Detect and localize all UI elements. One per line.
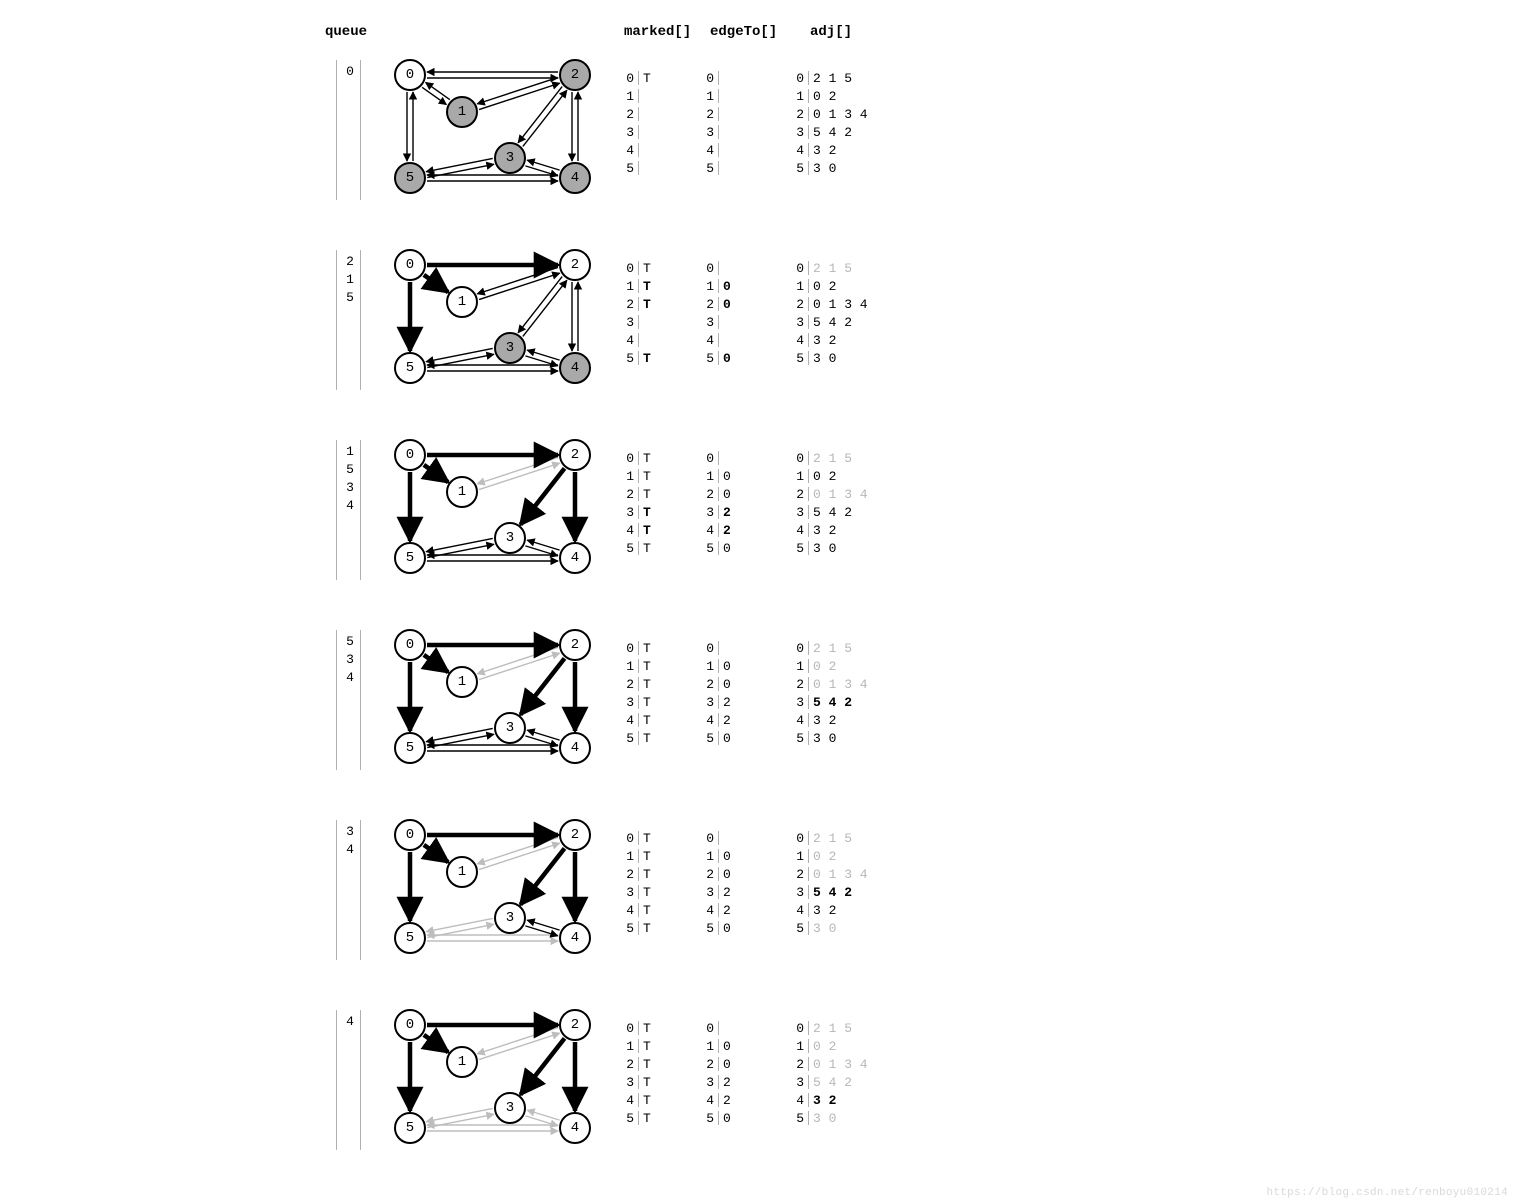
svg-text:4: 4 <box>571 740 579 756</box>
graph-column: 0 1 2 3 4 5 <box>380 240 600 400</box>
tables-column: 0T1T2T3T4T5T0102032425002 1 510 220 1 3 … <box>620 450 950 590</box>
graph-column: 0 1 2 3 4 5 <box>380 620 600 780</box>
svg-text:5: 5 <box>406 360 414 376</box>
header-queue: queue <box>325 24 367 40</box>
bfs-step: 15340123450T1T2T3T4T5T0102032425002 1 51… <box>330 430 950 600</box>
svg-text:4: 4 <box>571 360 579 376</box>
svg-text:5: 5 <box>406 550 414 566</box>
svg-text:0: 0 <box>406 67 414 83</box>
header-edgeto: edgeTo[] <box>710 24 777 40</box>
svg-text:4: 4 <box>571 1120 579 1136</box>
svg-text:5: 5 <box>406 930 414 946</box>
graph-svg: 0 1 2 3 4 5 <box>380 50 600 210</box>
graph-svg: 0 1 2 3 4 5 <box>380 620 600 780</box>
svg-text:4: 4 <box>571 170 579 186</box>
svg-text:2: 2 <box>571 827 579 843</box>
queue-value: 0 <box>342 64 358 79</box>
svg-text:2: 2 <box>571 257 579 273</box>
svg-text:3: 3 <box>506 340 514 356</box>
tables-column: 0T1T2T3T4T5T0102032425002 1 510 220 1 3 … <box>620 830 950 970</box>
svg-text:3: 3 <box>506 1100 514 1116</box>
bfs-step: 5 3 4 0 1 2 3 4 5 0T1T2T3T4T5T0102032425002 1 510… <box>330 620 950 790</box>
tables-column: 0T1T2T345T01020345002 1 510 220 1 3 435 … <box>620 260 950 400</box>
graph-svg: 0 1 2 3 4 5 <box>380 240 600 400</box>
queue-column: 5 3 4 <box>330 630 370 770</box>
svg-text:0: 0 <box>406 447 414 463</box>
queue-column: 0 <box>330 60 370 200</box>
bfs-trace-diagram: queue marked[] edgeTo[] adj[] 00123450T1… <box>0 0 1514 1203</box>
queue-column: 4 <box>330 1010 370 1150</box>
bfs-step: 4 0 1 2 3 4 5 0T1T2T3T4T5T0102032425002 1 510 2… <box>330 1000 950 1170</box>
queue-value: 4 <box>342 842 358 857</box>
queue-column: 34 <box>330 820 370 960</box>
bfs-step: 0 0 1 2 3 4 5 0T1234501234502 1 510 220 1 3 435… <box>330 50 950 220</box>
graph-column: 0 1 2 3 4 5 <box>380 430 600 590</box>
svg-text:2: 2 <box>571 67 579 83</box>
queue-column: 2 1 5 <box>330 250 370 390</box>
svg-text:1: 1 <box>458 484 466 500</box>
queue-value: 1 <box>342 444 358 459</box>
svg-text:0: 0 <box>406 1017 414 1033</box>
svg-text:5: 5 <box>406 1120 414 1136</box>
queue-value: 5 <box>342 462 358 477</box>
graph-column: 0 1 2 3 4 5 <box>380 1000 600 1160</box>
tables-column: 0T1T2T3T4T5T0102032425002 1 510 220 1 3 … <box>620 640 950 780</box>
svg-text:4: 4 <box>571 930 579 946</box>
queue-column: 1534 <box>330 440 370 580</box>
queue-value: 2 <box>342 254 358 269</box>
queue-value: 5 <box>342 634 358 649</box>
tables-column: 0T1234501234502 1 510 220 1 3 435 4 243 … <box>620 70 950 210</box>
svg-text:3: 3 <box>506 150 514 166</box>
queue-value: 3 <box>342 824 358 839</box>
svg-text:5: 5 <box>406 740 414 756</box>
queue-value: 3 <box>342 652 358 667</box>
graph-svg: 0 1 2 3 4 5 <box>380 1000 600 1160</box>
svg-text:3: 3 <box>506 530 514 546</box>
tables-column: 0T1T2T3T4T5T0102032425002 1 510 220 1 3 … <box>620 1020 950 1160</box>
header-marked: marked[] <box>624 24 691 40</box>
watermark: https://blog.csdn.net/renboyu010214 <box>1266 1187 1508 1199</box>
bfs-step: 2 1 5 0 1 2 3 4 5 0T1T2T345T01020345002 1 510 220… <box>330 240 950 410</box>
svg-text:0: 0 <box>406 827 414 843</box>
queue-value: 4 <box>342 1014 358 1029</box>
graph-svg: 0 1 2 3 4 5 <box>380 810 600 970</box>
svg-text:4: 4 <box>571 550 579 566</box>
queue-value: 4 <box>342 498 358 513</box>
queue-value: 1 <box>342 272 358 287</box>
bfs-step: 340123450T1T2T3T4T5T0102032425002 1 510 … <box>330 810 950 980</box>
queue-value: 4 <box>342 670 358 685</box>
svg-text:1: 1 <box>458 1054 466 1070</box>
svg-text:2: 2 <box>571 447 579 463</box>
svg-text:1: 1 <box>458 104 466 120</box>
svg-text:1: 1 <box>458 674 466 690</box>
svg-text:3: 3 <box>506 720 514 736</box>
svg-text:3: 3 <box>506 910 514 926</box>
svg-text:1: 1 <box>458 294 466 310</box>
svg-text:2: 2 <box>571 637 579 653</box>
graph-column: 0 1 2 3 4 5 <box>380 50 600 210</box>
svg-text:1: 1 <box>458 864 466 880</box>
graph-svg: 0 1 2 3 4 5 <box>380 430 600 590</box>
svg-text:2: 2 <box>571 1017 579 1033</box>
svg-text:0: 0 <box>406 257 414 273</box>
queue-value: 3 <box>342 480 358 495</box>
header-adj: adj[] <box>810 24 852 40</box>
svg-text:0: 0 <box>406 637 414 653</box>
graph-column: 0 1 2 3 4 5 <box>380 810 600 970</box>
svg-text:5: 5 <box>406 170 414 186</box>
queue-value: 5 <box>342 290 358 305</box>
